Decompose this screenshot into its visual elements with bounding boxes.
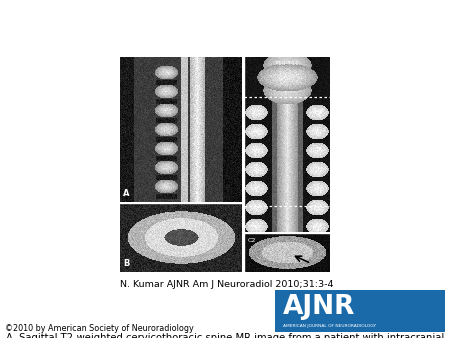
- Text: N. Kumar AJNR Am J Neuroradiol 2010;31:3‑4: N. Kumar AJNR Am J Neuroradiol 2010;31:3…: [120, 280, 333, 289]
- Text: T10-T11: T10-T11: [274, 61, 299, 66]
- Text: AMERICAN JOURNAL OF NEURORADIOLOGY: AMERICAN JOURNAL OF NEURORADIOLOGY: [283, 324, 376, 328]
- Text: C2: C2: [248, 238, 256, 243]
- Text: C2: C2: [247, 222, 256, 227]
- Text: ©2010 by American Society of Neuroradiology: ©2010 by American Society of Neuroradiol…: [5, 324, 194, 333]
- FancyBboxPatch shape: [275, 290, 445, 332]
- Text: AJNR: AJNR: [283, 294, 356, 320]
- Text: A, Sagittal T2-weighted cervicothoracic spine MR image from a patient with intra: A, Sagittal T2-weighted cervicothoracic …: [6, 333, 444, 338]
- Text: B: B: [123, 259, 130, 268]
- Text: A: A: [123, 189, 130, 198]
